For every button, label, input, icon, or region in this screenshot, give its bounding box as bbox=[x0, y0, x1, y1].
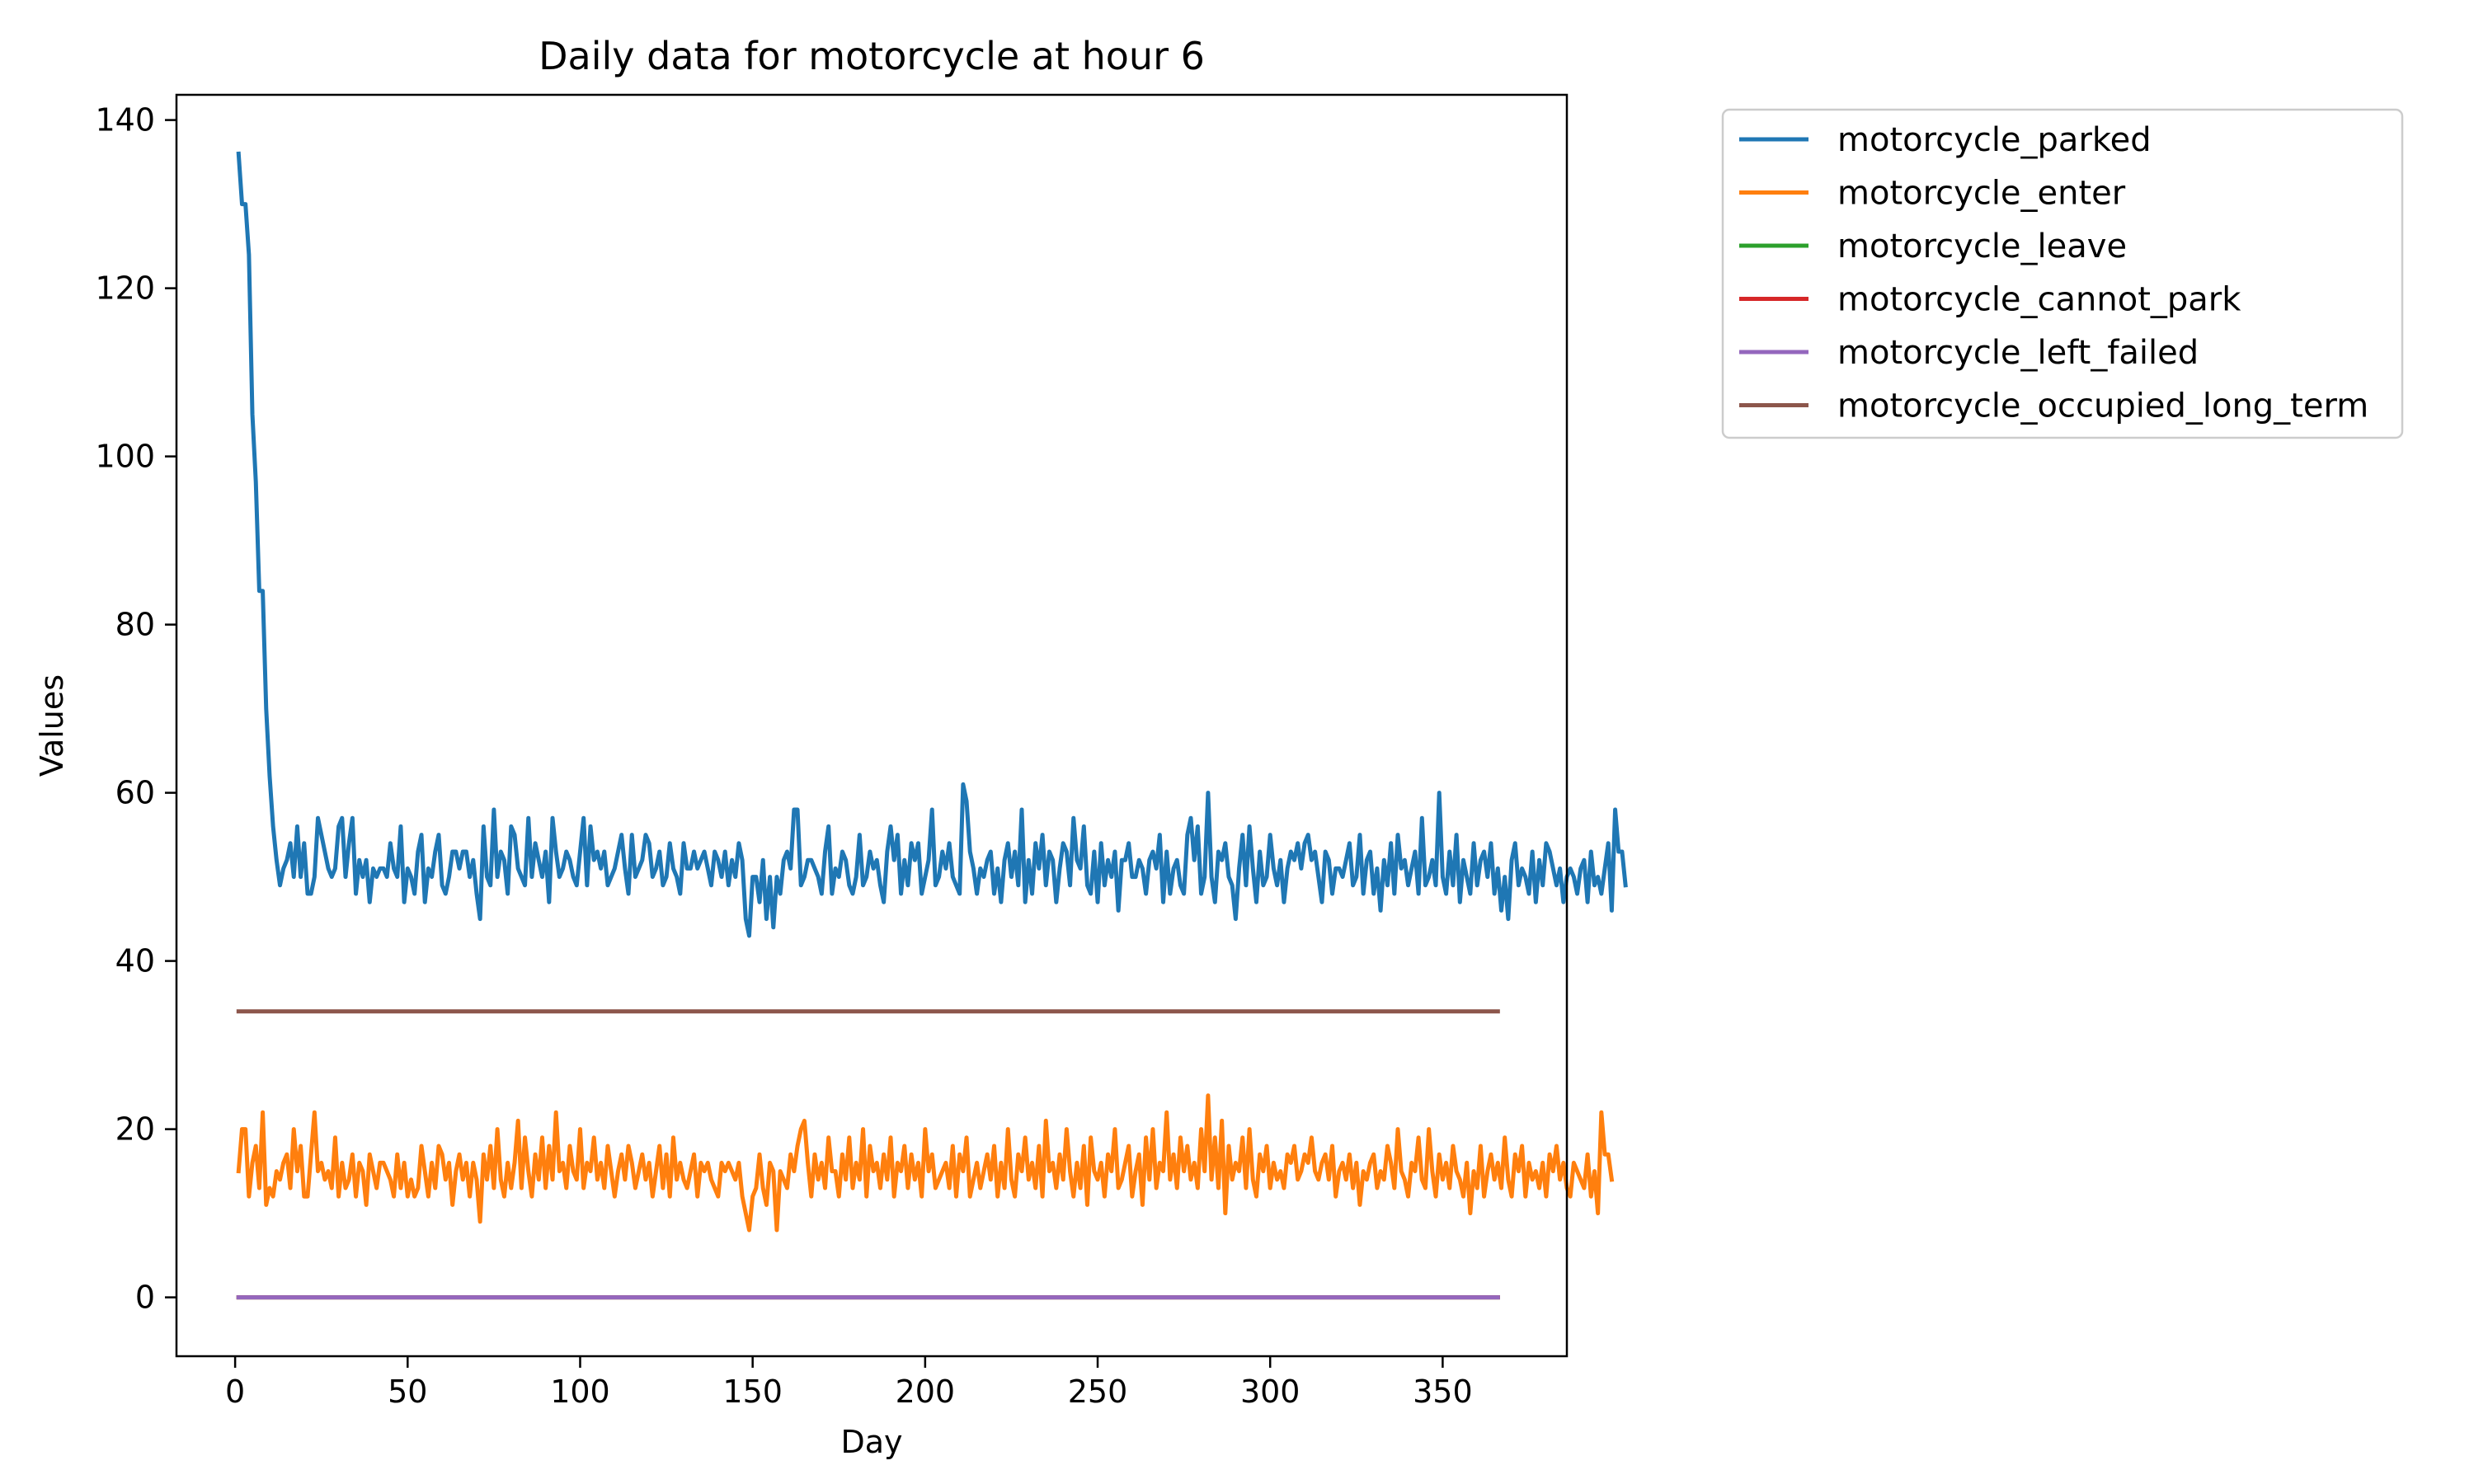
x-tick-label: 350 bbox=[1413, 1374, 1473, 1410]
x-axis-label: Day bbox=[840, 1424, 902, 1460]
plot-frame bbox=[175, 93, 1569, 1358]
axes: 0 50 100 150 200 250 300 350 0 20 40 60 80 100 120 140 bbox=[95, 102, 1472, 1410]
plot-area bbox=[236, 151, 1628, 1300]
y-tick-label: 40 bbox=[115, 943, 155, 979]
x-tick-label: 200 bbox=[896, 1374, 956, 1410]
y-tick-label: 0 bbox=[135, 1280, 155, 1316]
y-tick-label: 120 bbox=[95, 270, 155, 307]
y-axis-label: Values bbox=[34, 674, 70, 777]
x-tick-label: 150 bbox=[722, 1374, 783, 1410]
y-tick-label: 100 bbox=[95, 439, 155, 475]
x-tick-label: 50 bbox=[388, 1374, 427, 1410]
series-line-motorcycle-parked bbox=[236, 151, 1628, 938]
legend-label: motorcycle_parked bbox=[1837, 121, 2152, 159]
legend-label: motorcycle_left_failed bbox=[1837, 334, 2199, 372]
legend: motorcycle_parked motorcycle_entermotorcy… bbox=[1721, 108, 2404, 439]
y-tick-label: 60 bbox=[115, 775, 155, 811]
series-line-motorcycle-enter bbox=[236, 1093, 1615, 1233]
legend-label: motorcycle_leave bbox=[1837, 228, 2127, 265]
x-tick-label: 0 bbox=[225, 1374, 245, 1410]
chart-title: Daily data for motorcycle at hour 6 bbox=[539, 34, 1205, 78]
legend-label: motorcycle_cannot_park bbox=[1837, 281, 2241, 319]
x-tick-label: 250 bbox=[1068, 1374, 1128, 1410]
y-tick-label: 20 bbox=[115, 1111, 155, 1148]
legend-label: motorcycle_occupied_long_term bbox=[1837, 387, 2368, 425]
y-tick-label: 80 bbox=[115, 607, 155, 643]
x-tick-label: 300 bbox=[1240, 1374, 1300, 1410]
legend-label: motorcycle_enter bbox=[1837, 175, 2126, 213]
y-tick-label: 140 bbox=[95, 102, 155, 139]
legend-box bbox=[1721, 108, 2404, 439]
x-tick-label: 100 bbox=[550, 1374, 610, 1410]
